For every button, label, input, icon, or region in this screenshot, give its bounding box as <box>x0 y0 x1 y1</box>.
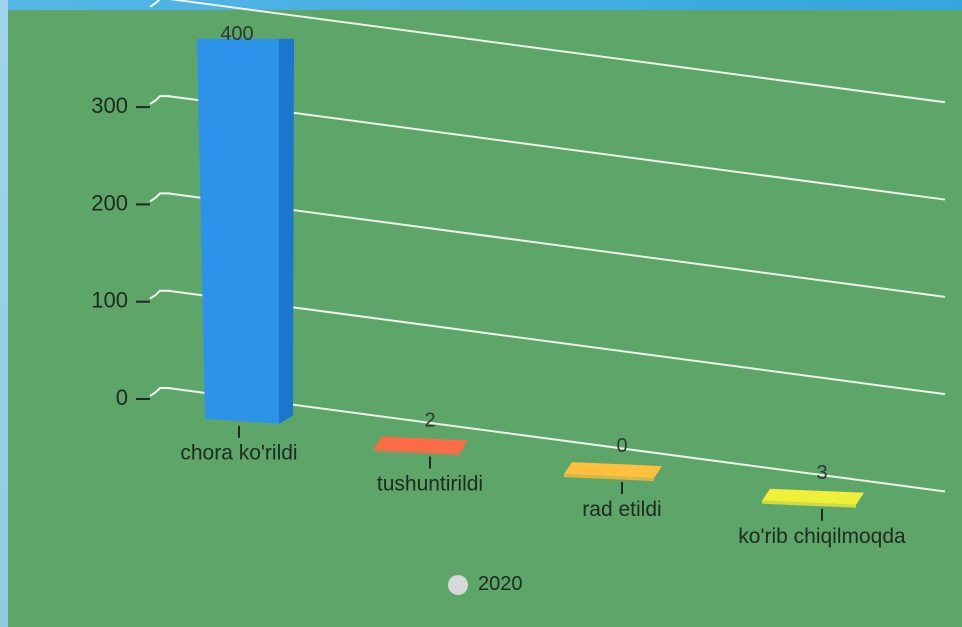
gridline-connector <box>149 387 170 397</box>
plot-background <box>8 10 962 627</box>
baseline <box>167 387 946 493</box>
legend[interactable]: 2020 <box>448 573 523 596</box>
gridline-connector <box>149 0 161 8</box>
bar-side <box>279 38 294 424</box>
data-label: 3 <box>816 462 827 484</box>
bar[interactable] <box>762 488 864 505</box>
left-decorative-strip <box>0 0 8 627</box>
bar-edge <box>762 500 856 508</box>
gridline <box>167 289 946 396</box>
data-label: 2 <box>424 409 435 431</box>
x-tick-label: chora ko'rildi <box>180 442 297 465</box>
gridline-connector <box>149 289 170 300</box>
y-tick-label: 200 <box>91 190 128 215</box>
x-tick-label: tushuntirildi <box>377 472 483 495</box>
bar[interactable] <box>564 462 662 479</box>
top-decorative-strip <box>0 0 962 10</box>
gridline <box>167 192 946 298</box>
data-label: 0 <box>616 435 627 457</box>
gridline <box>169 0 946 104</box>
x-tick-label: ko'rib chiqilmoqda <box>738 525 906 548</box>
gridline-connector <box>149 192 170 203</box>
x-tick-label: rad etildi <box>582 498 661 521</box>
y-tick-label: 100 <box>91 288 128 313</box>
gridline <box>167 95 946 201</box>
legend-label: 2020 <box>478 573 523 595</box>
bar[interactable] <box>374 436 468 453</box>
bar-edge <box>374 448 460 456</box>
y-tick-label: 0 <box>116 385 128 410</box>
gridline-connector <box>149 95 170 105</box>
data-label: 400 <box>220 23 253 45</box>
legend-swatch <box>448 574 468 595</box>
bar[interactable] <box>197 38 279 424</box>
y-tick-label: 300 <box>91 93 128 118</box>
bar-edge <box>564 474 654 482</box>
